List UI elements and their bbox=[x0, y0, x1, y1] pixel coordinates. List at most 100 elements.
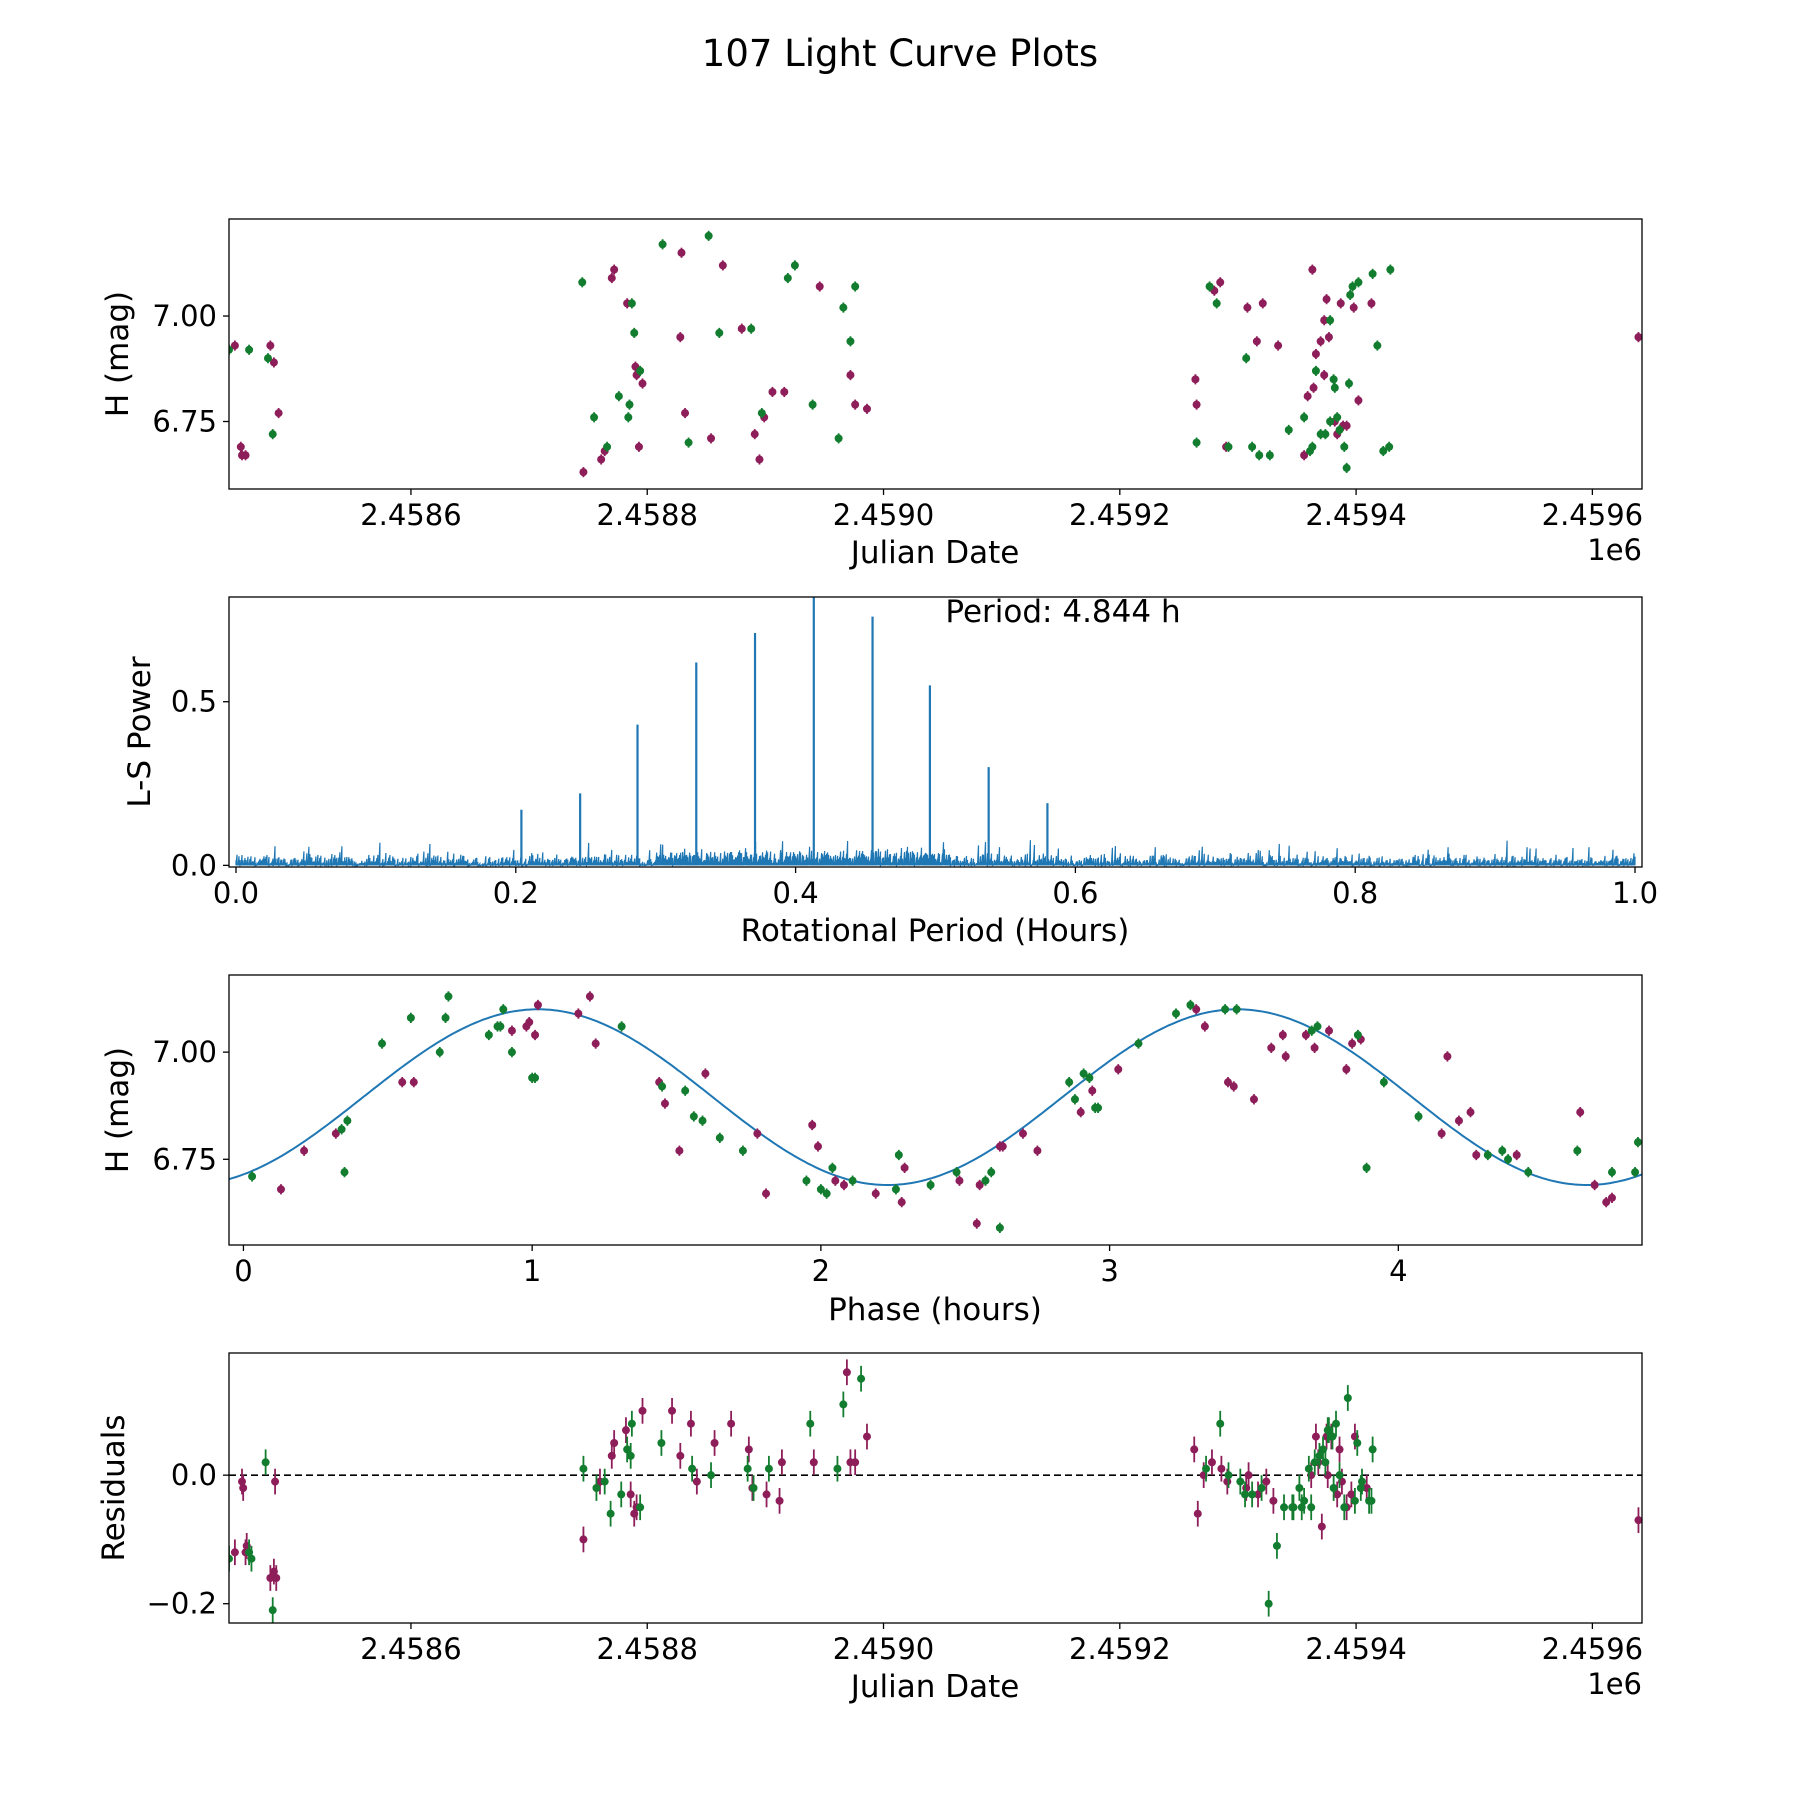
data-point-green bbox=[981, 1176, 990, 1185]
x-tick-label: 0.0 bbox=[213, 876, 259, 910]
data-point-green bbox=[1280, 1503, 1289, 1512]
data-point-magenta bbox=[780, 387, 789, 396]
data-point-magenta bbox=[1320, 371, 1329, 380]
lightcurve-ylabel: H (mag) bbox=[100, 291, 136, 417]
data-point-green bbox=[783, 274, 792, 283]
data-point-green bbox=[1236, 1477, 1245, 1486]
data-point-magenta bbox=[621, 1426, 630, 1435]
data-point-green bbox=[1316, 430, 1325, 439]
data-point-green bbox=[1221, 1005, 1230, 1014]
lightcurve-xticks: 2.4586 2.4588 2.4590 2.4592 2.4594 2.4596 bbox=[360, 489, 1643, 532]
data-point-magenta bbox=[1274, 341, 1283, 350]
data-point-magenta bbox=[768, 387, 777, 396]
data-point-magenta bbox=[1335, 1445, 1344, 1454]
data-point-magenta bbox=[1076, 1108, 1085, 1117]
data-point-magenta bbox=[701, 1069, 710, 1078]
x-tick-label: 2.4594 bbox=[1305, 1632, 1406, 1666]
data-point-magenta bbox=[975, 1181, 984, 1189]
data-point-green bbox=[1353, 1439, 1362, 1447]
data-point-green bbox=[1079, 1069, 1088, 1078]
data-point-green bbox=[625, 400, 634, 409]
data-point-magenta bbox=[274, 409, 283, 418]
data-point-magenta bbox=[1192, 1005, 1201, 1014]
data-point-magenta bbox=[579, 468, 588, 477]
periodogram-noise bbox=[235, 840, 1636, 867]
data-point-magenta bbox=[1252, 337, 1261, 346]
data-point-magenta bbox=[1311, 1432, 1320, 1441]
data-point-green bbox=[1504, 1155, 1513, 1164]
data-point-magenta bbox=[1033, 1146, 1042, 1155]
data-point-green bbox=[1340, 1503, 1349, 1512]
x-tick-label: 0.4 bbox=[773, 876, 819, 910]
data-point-magenta bbox=[744, 1445, 753, 1454]
lightcurve-yticks: 6.75 7.00 bbox=[152, 299, 229, 439]
data-point-green bbox=[1335, 425, 1344, 434]
y-tick-label: −0.2 bbox=[147, 1587, 217, 1621]
data-point-green bbox=[833, 1464, 842, 1473]
data-point-green bbox=[531, 1073, 540, 1082]
periodogram-xlabel: Rotational Period (Hours) bbox=[741, 913, 1130, 949]
data-point-green bbox=[1633, 1138, 1642, 1147]
data-point-green bbox=[268, 1606, 277, 1615]
data-point-green bbox=[590, 413, 599, 422]
data-point-magenta bbox=[1269, 1496, 1278, 1505]
data-point-green bbox=[229, 1554, 233, 1563]
data-point-magenta bbox=[1349, 303, 1358, 312]
data-point-green bbox=[484, 1031, 493, 1039]
data-point-magenta bbox=[1454, 1116, 1463, 1125]
data-point-magenta bbox=[610, 1439, 619, 1447]
data-point-magenta bbox=[1590, 1181, 1599, 1189]
data-point-green bbox=[1356, 1484, 1365, 1492]
data-point-green bbox=[658, 1082, 667, 1091]
data-point-green bbox=[1265, 451, 1274, 460]
data-point-green bbox=[1134, 1039, 1143, 1048]
periodogram-ylabel: L-S Power bbox=[122, 656, 158, 807]
data-point-magenta bbox=[525, 1018, 534, 1027]
data-point-green bbox=[247, 1554, 256, 1563]
data-point-green bbox=[600, 1477, 609, 1486]
data-point-green bbox=[987, 1168, 996, 1177]
data-point-magenta bbox=[1443, 1052, 1452, 1061]
data-point-magenta bbox=[276, 1185, 285, 1194]
data-point-magenta bbox=[610, 265, 619, 274]
residuals-yticks: −0.2 0.0 bbox=[147, 1458, 229, 1621]
data-point-green bbox=[747, 324, 756, 333]
data-point-green bbox=[1205, 282, 1214, 291]
data-point-magenta bbox=[1466, 1108, 1475, 1117]
data-point-green bbox=[1524, 1168, 1533, 1177]
lightcurve-offset-label: 1e6 bbox=[1587, 533, 1642, 567]
y-tick-label: 6.75 bbox=[152, 405, 217, 439]
data-point-magenta bbox=[1634, 333, 1642, 342]
data-point-green bbox=[1324, 1426, 1333, 1435]
data-point-green bbox=[378, 1039, 387, 1048]
data-point-magenta bbox=[777, 1458, 786, 1467]
data-point-magenta bbox=[1244, 1471, 1253, 1480]
data-point-green bbox=[1264, 1599, 1273, 1608]
x-tick-label: 0.8 bbox=[1332, 876, 1378, 910]
data-point-magenta bbox=[597, 455, 606, 464]
data-point-magenta bbox=[1303, 392, 1312, 401]
data-point-magenta bbox=[1333, 1490, 1342, 1499]
data-point-magenta bbox=[1472, 1151, 1481, 1159]
lightcurve-axes-frame bbox=[228, 218, 1643, 490]
data-point-magenta bbox=[1262, 1477, 1271, 1486]
data-point-magenta bbox=[409, 1078, 418, 1087]
data-point-magenta bbox=[871, 1189, 880, 1198]
data-point-green bbox=[263, 354, 272, 363]
data-point-green bbox=[1310, 1458, 1319, 1467]
data-point-green bbox=[1304, 1464, 1313, 1473]
data-point-green bbox=[764, 1464, 773, 1473]
data-point-green bbox=[1335, 1471, 1344, 1480]
data-point-green bbox=[806, 1419, 815, 1428]
data-point-green bbox=[406, 1013, 415, 1022]
data-point-magenta bbox=[851, 1458, 860, 1467]
model-curve bbox=[229, 1008, 1642, 1186]
data-point-green bbox=[1332, 1419, 1341, 1428]
data-point-magenta bbox=[266, 1574, 275, 1582]
periodogram-marks bbox=[235, 597, 1636, 867]
data-point-green bbox=[1202, 1464, 1211, 1473]
data-point-magenta bbox=[677, 248, 686, 257]
x-tick-label: 2.4596 bbox=[1542, 498, 1643, 532]
data-point-magenta bbox=[585, 992, 594, 1001]
data-point-green bbox=[1232, 1005, 1241, 1014]
